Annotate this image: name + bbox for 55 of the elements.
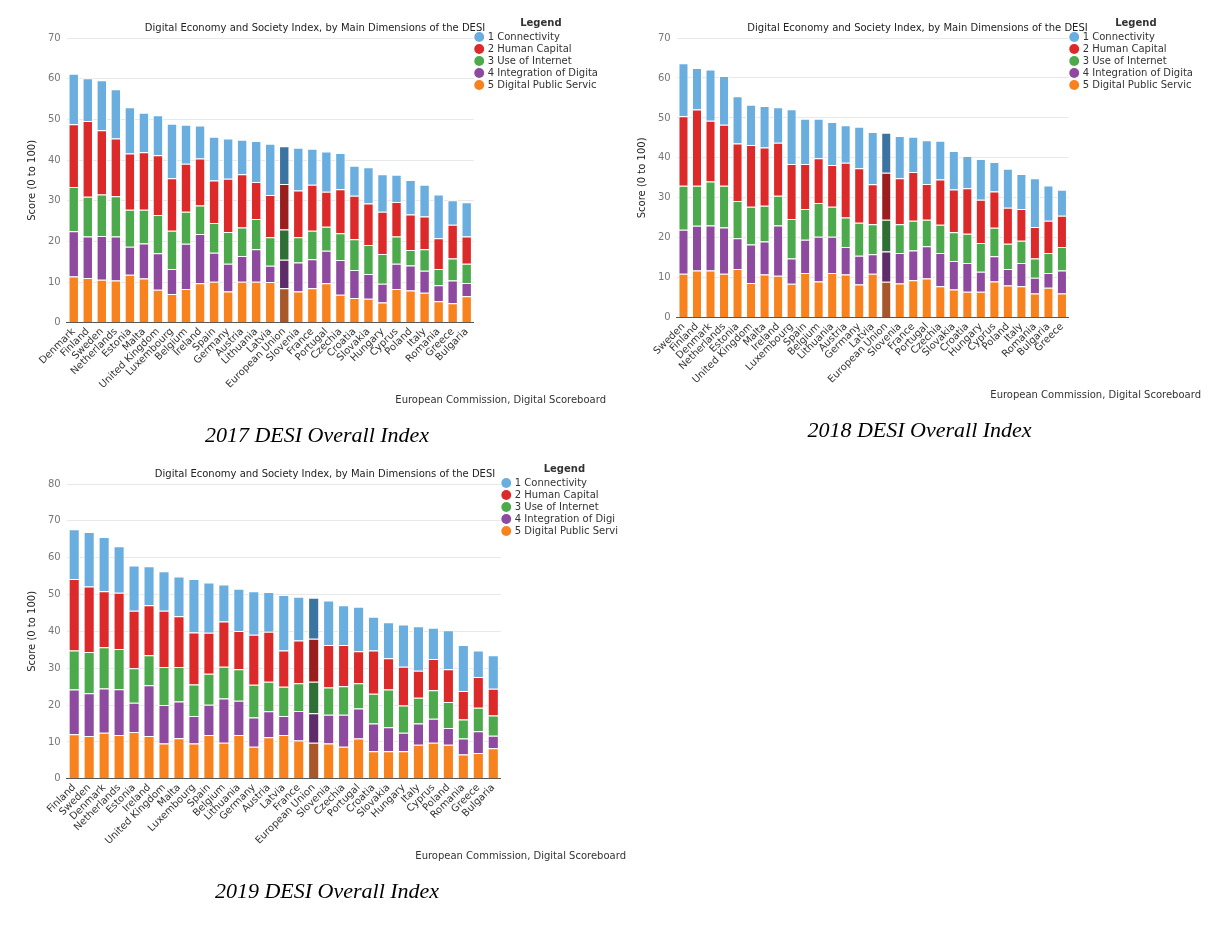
y-tick-label: 10: [657, 271, 671, 283]
y-tick-label: 40: [47, 624, 61, 636]
legend-title: Legend: [543, 462, 586, 474]
text: 2019 DESI Overall Index: [213, 878, 441, 904]
y-tick-label: 70: [47, 31, 61, 43]
text: 2018 DESI Overall Index: [806, 417, 1033, 443]
y-tick-label: 70: [47, 514, 61, 526]
y-axis-title: Score (0 to 100): [25, 139, 37, 221]
text: 2017 DESI Overall Index: [203, 422, 431, 448]
legend-label: 1 Connectivity: [487, 30, 560, 42]
y-tick-label: 20: [47, 698, 61, 710]
legend-label: 4 Integration of Digita: [1082, 66, 1193, 78]
legend-label: 3 Use of Internet: [487, 54, 572, 66]
legend-label: 2 Human Capital: [514, 488, 599, 500]
legend-label: 5 Digital Public Servi: [514, 524, 618, 536]
y-axis-title: Score (0 to 100): [25, 590, 37, 672]
y-axis-title: Score (0 to 100): [635, 137, 647, 219]
y-tick-label: 50: [47, 112, 61, 124]
y-tick-label: 0: [54, 772, 61, 784]
y-tick-label: 50: [657, 111, 671, 123]
y-tick-label: 10: [47, 735, 61, 747]
y-tick-label: 40: [47, 153, 61, 165]
legend-label: 2 Human Capital: [487, 42, 572, 54]
legend-title: Legend: [520, 16, 562, 28]
y-tick-label: 30: [657, 191, 671, 203]
y-tick-label: 50: [47, 588, 61, 600]
text: European Commission, Digital Scoreboard: [415, 849, 626, 861]
text: European Commission, Digital Scoreboard: [990, 388, 1201, 400]
y-tick-label: 20: [47, 234, 61, 246]
y-tick-label: 10: [47, 275, 61, 287]
y-tick-label: 80: [47, 477, 61, 489]
y-tick-label: 30: [47, 194, 61, 206]
y-tick-label: 60: [47, 72, 61, 84]
legend-label: 1 Connectivity: [1082, 30, 1155, 42]
y-tick-label: 60: [47, 551, 61, 563]
y-tick-label: 0: [664, 311, 671, 323]
legend-label: 2 Human Capital: [1082, 42, 1167, 54]
y-tick-label: 30: [47, 661, 61, 673]
legend-label: 5 Digital Public Servic: [487, 78, 597, 90]
legend-label: 1 Connectivity: [514, 476, 588, 488]
legend-label: 5 Digital Public Servic: [1082, 78, 1192, 90]
legend-label: 3 Use of Internet: [1082, 54, 1167, 66]
legend-label: 4 Integration of Digi: [514, 512, 616, 524]
chart-title: Digital Economy and Society Index, by Main Dimensions of the DESI: [154, 467, 496, 479]
chart-title: Digital Economy and Society Index, by Main Dimensions of the DESI: [747, 21, 1088, 33]
text: European Commission, Digital Scoreboard: [395, 393, 606, 405]
chart-title: Digital Economy and Society Index, by Main Dimensions of the DESI: [144, 21, 486, 33]
legend-label: 4 Integration of Digita: [487, 66, 598, 78]
legend-label: 3 Use of Internet: [514, 500, 599, 512]
y-tick-label: 70: [657, 31, 671, 43]
y-tick-label: 0: [54, 316, 61, 328]
legend-title: Legend: [1115, 16, 1157, 28]
y-tick-label: 20: [657, 231, 671, 243]
y-tick-label: 40: [657, 151, 671, 163]
y-tick-label: 60: [657, 71, 671, 83]
